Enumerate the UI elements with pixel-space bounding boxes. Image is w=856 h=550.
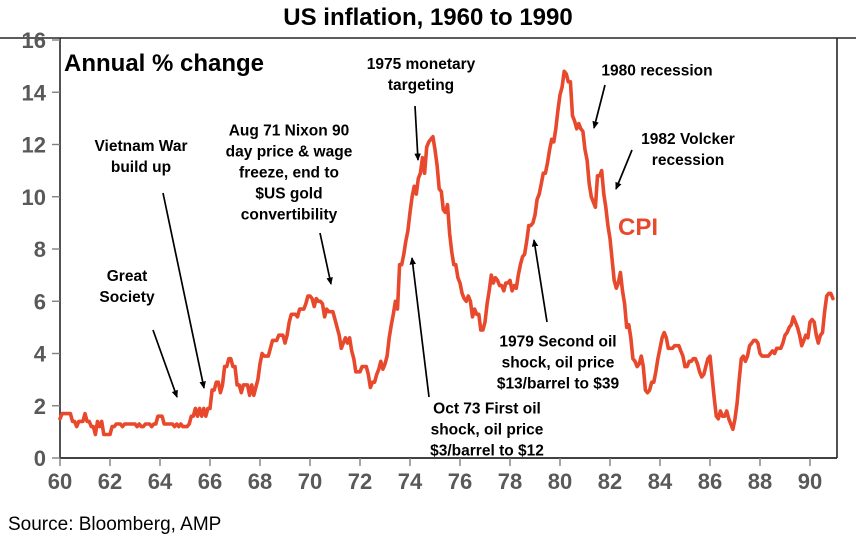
y-tick-label: 0	[34, 446, 46, 471]
y-tick-label: 10	[22, 185, 46, 210]
y-tick-label: 6	[34, 289, 46, 314]
x-tick-label: 86	[698, 469, 722, 494]
y-tick-label: 2	[34, 394, 46, 419]
annotation-great-society: Great Society	[99, 268, 155, 306]
x-tick-label: 74	[398, 469, 423, 494]
chart-title: US inflation, 1960 to 1990	[283, 4, 573, 31]
annotation-arrow-vietnam	[162, 192, 206, 389]
annotation-arrow-recession80	[592, 84, 606, 129]
y-tick-label: 8	[34, 237, 46, 262]
x-tick-label: 72	[348, 469, 372, 494]
x-tick-label: 70	[298, 469, 322, 494]
annotation-volcker-recession: 1982 Volcker recession	[641, 131, 735, 169]
x-tick-label: 64	[148, 469, 173, 494]
series-label-cpi: CPI	[618, 214, 659, 241]
annotation-second-oil-shock: 1979 Second oil shock, oil price $13/bar…	[496, 333, 620, 393]
y-tick-label: 14	[22, 80, 47, 105]
x-tick-label: 68	[248, 469, 272, 494]
annotation-arrow-monetary	[414, 105, 421, 161]
cpi-line	[58, 69, 835, 437]
annotation-monetary-targeting: 1975 monetary targeting	[366, 56, 476, 94]
x-tick-label: 88	[748, 469, 772, 494]
y-axis-units-label: Annual % change	[64, 50, 265, 77]
x-tick-label: 90	[798, 469, 822, 494]
annotation-1980-recession: 1980 recession	[601, 62, 713, 80]
annotation-arrow-oil79	[531, 239, 548, 323]
annotation-arrow-volcker	[615, 149, 633, 190]
annotation-arrow-nixon	[319, 232, 333, 285]
x-tick-label: 80	[548, 469, 572, 494]
y-tick-label: 4	[34, 342, 47, 367]
annotation-first-oil-shock: Oct 73 First oil shock, oil price $3/bar…	[430, 400, 544, 460]
annotation-nixon-freeze: Aug 71 Nixon 90 day price & wage freeze,…	[225, 122, 353, 224]
x-tick-label: 82	[598, 469, 622, 494]
x-tick-label: 60	[48, 469, 72, 494]
annotation-vietnam-war: Vietnam War build up	[94, 138, 188, 176]
x-tick-label: 84	[648, 469, 673, 494]
x-tick-label: 66	[198, 469, 222, 494]
x-tick-label: 62	[98, 469, 122, 494]
annotation-arrow-great-society	[152, 329, 178, 398]
x-tick-label: 78	[498, 469, 522, 494]
y-tick-label: 12	[22, 133, 46, 158]
source-attribution: Source: Bloomberg, AMP	[8, 514, 222, 535]
y-tick-label: 16	[22, 28, 46, 53]
annotation-arrow-oil73	[409, 257, 430, 398]
x-tick-label: 76	[448, 469, 472, 494]
